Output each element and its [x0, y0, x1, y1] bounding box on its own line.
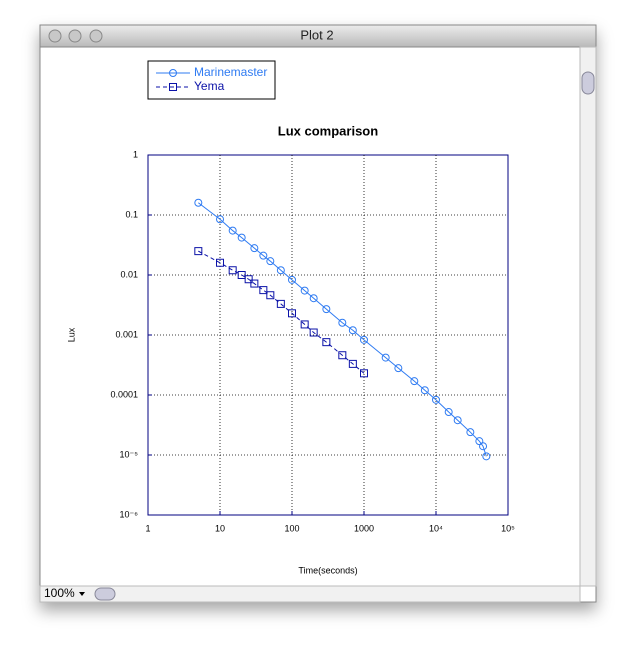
data-point: [381, 353, 390, 362]
x-tick-label: 10: [215, 523, 225, 533]
y-tick-label: 10⁻⁵: [120, 449, 139, 459]
data-point: [410, 377, 419, 386]
vertical-scrollbar[interactable]: [579, 46, 597, 587]
legend-box: [147, 60, 276, 100]
zoom-button[interactable]: [89, 29, 103, 43]
y-tick-label: 10⁻⁶: [120, 509, 139, 519]
data-point: [453, 416, 462, 425]
data-point: [309, 328, 318, 337]
data-point: [479, 442, 488, 451]
data-point: [244, 275, 253, 284]
data-point: [338, 318, 347, 327]
minimize-button[interactable]: [68, 29, 82, 43]
legend-label: Yema: [194, 79, 225, 93]
y-tick-label: 0.01: [120, 269, 138, 279]
data-point: [259, 286, 268, 295]
horizontal-scrollbar[interactable]: [39, 585, 581, 603]
window-title: Plot 2: [300, 27, 333, 42]
data-point: [194, 198, 203, 207]
chart-title: Lux comparison: [278, 123, 378, 138]
data-point: [288, 275, 296, 284]
title-bar: [39, 24, 597, 48]
legend-label: Marinemaster: [194, 65, 267, 79]
data-point: [338, 351, 347, 360]
data-point: [360, 369, 368, 378]
legend-marker: [169, 69, 177, 77]
data-point: [237, 271, 246, 279]
y-tick-label: 1: [133, 149, 138, 159]
close-button[interactable]: [48, 29, 62, 43]
zoom-arrow: [79, 592, 85, 596]
x-tick-label: 1: [145, 523, 150, 533]
data-point: [237, 233, 246, 242]
series-line: [198, 250, 365, 374]
y-tick-label: 0.001: [115, 329, 138, 339]
data-point: [250, 279, 259, 288]
x-tick-label: 10⁴: [429, 523, 443, 533]
data-point: [216, 258, 224, 267]
x-tick-label: 10⁵: [501, 523, 515, 533]
data-point: [228, 226, 237, 235]
data-point: [394, 364, 403, 373]
data-point: [348, 326, 357, 335]
data-point: [348, 359, 357, 368]
x-tick-label: 100: [284, 523, 299, 533]
data-point: [288, 309, 296, 318]
legend-marker: [169, 83, 177, 91]
data-point: [322, 305, 331, 314]
data-point: [259, 251, 268, 260]
y-tick-label: 0.0001: [110, 389, 138, 399]
y-axis-label: Lux: [66, 327, 76, 342]
data-point: [276, 299, 285, 308]
y-tick-label: 0.1: [125, 209, 138, 219]
data-point: [300, 320, 309, 329]
data-point: [266, 291, 275, 300]
data-point: [432, 395, 440, 404]
scroll-thumb[interactable]: [581, 71, 595, 95]
hscroll-thumb[interactable]: [94, 587, 116, 601]
data-point: [444, 408, 453, 417]
series-line: [198, 202, 487, 457]
data-point: [322, 338, 331, 347]
x-axis-label: Time(seconds): [298, 565, 357, 575]
data-point: [466, 428, 475, 437]
data-point: [266, 257, 275, 266]
data-point: [216, 215, 224, 224]
data-point: [300, 286, 309, 295]
data-point: [420, 386, 429, 395]
data-point: [194, 247, 203, 256]
x-tick-label: 1000: [354, 523, 374, 533]
data-point: [250, 244, 259, 253]
data-point: [228, 266, 237, 275]
data-point: [360, 335, 368, 344]
data-point: [276, 266, 285, 275]
zoom-menu[interactable]: 100%: [44, 586, 75, 600]
data-point: [309, 294, 318, 303]
window: [39, 24, 597, 603]
data-point: [482, 452, 491, 461]
